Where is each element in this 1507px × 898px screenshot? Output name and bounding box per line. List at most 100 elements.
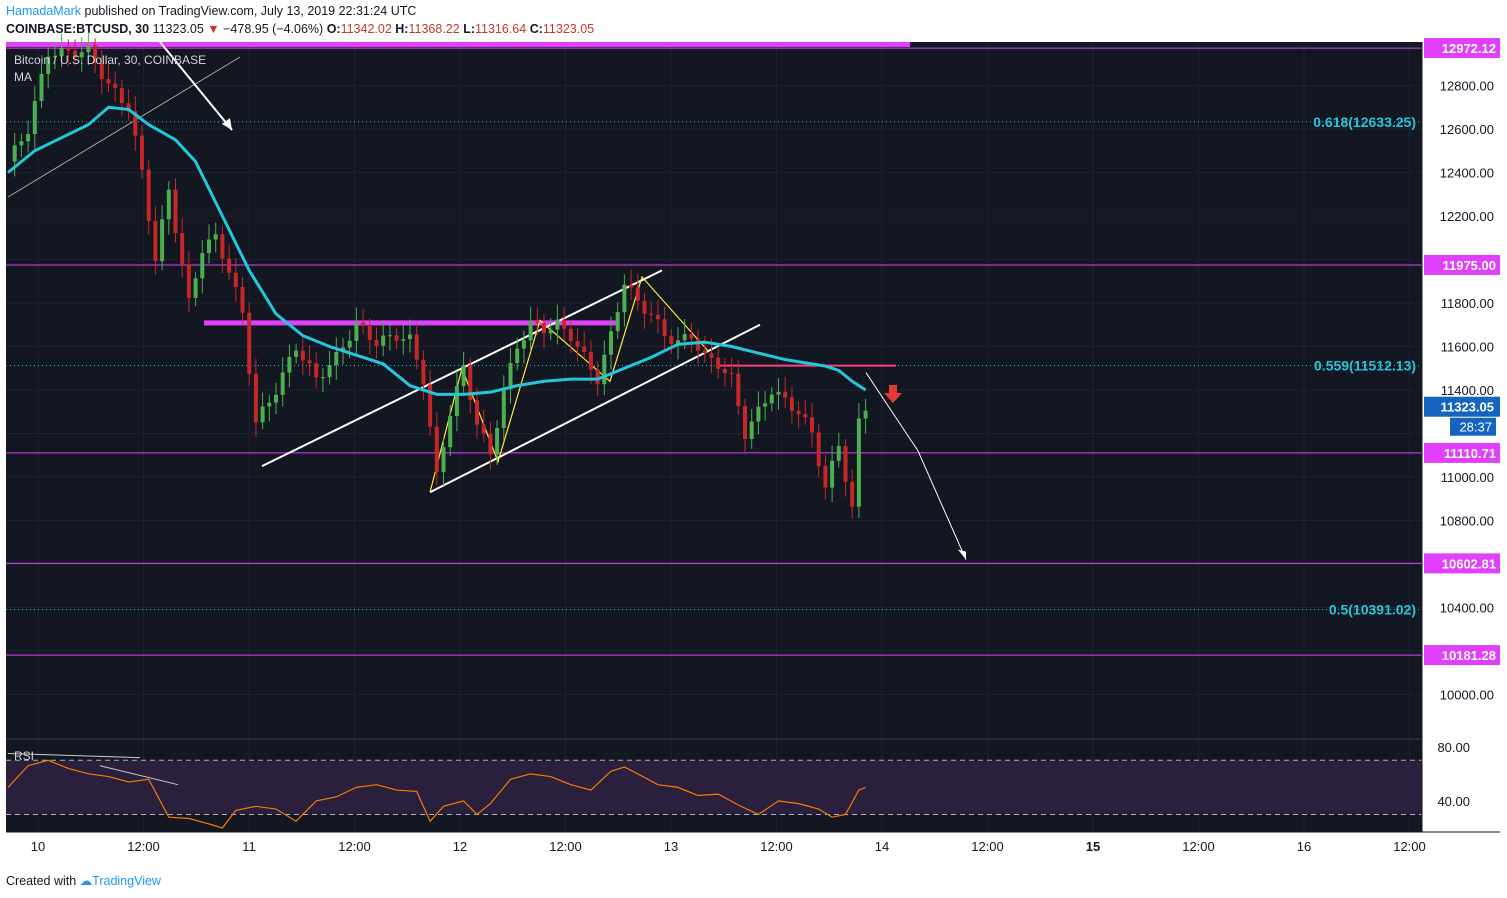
open-value: 11342.02 [340,22,392,36]
candle-body [475,400,479,425]
candle-body [810,417,814,433]
low-label: L: [463,22,475,36]
legend-title: Bitcoin / U.S. Dollar, 30, COINBASE [14,53,206,67]
x-tick-label: 12 [453,839,467,854]
x-tick-label: 13 [664,839,678,854]
candle-body [515,348,520,364]
candle-body [629,284,634,288]
created-with: Created with [6,874,77,888]
high-label: H: [395,22,409,36]
candle-body [655,314,660,320]
tradingview-link[interactable]: TradingView [92,874,161,888]
candle-body [575,341,580,347]
candle-body [615,312,620,332]
y-tick-label: 10800.00 [1440,514,1494,529]
countdown-label: 28:37 [1459,420,1492,435]
candle-body [233,272,238,287]
last-price-label: 11323.05 [1440,400,1494,415]
candle-body [856,418,861,507]
candle-body [300,350,305,361]
x-tick-label: 11 [242,839,256,854]
candle-body [140,135,144,170]
x-tick-label: 12:00 [971,839,1004,854]
candle-body [789,397,794,411]
candle-body [66,48,71,51]
legend-ma: MA [14,70,32,84]
candle-body [133,111,138,136]
rsi-trend-1 [7,753,141,759]
projection-arrow-head [958,549,966,560]
price-axis[interactable]: 10000.00 10400.00 10800.00 11000.00 11400.00… [1421,38,1500,860]
y-tick-label: 11400.00 [1441,383,1494,398]
author-link[interactable]: HamadaMark [6,4,82,18]
candle-body [709,353,714,358]
candle-body [307,360,312,364]
level-tag [1424,38,1500,59]
rsi-tick-label: 40.00 [1437,794,1470,809]
candle-body [32,100,37,135]
y-tick-label: 11000.00 [1441,470,1494,485]
candle-body [280,372,285,395]
level-tag-label: 12972.12 [1442,41,1496,56]
candle-body [274,394,278,403]
arrow-head-top [222,118,232,130]
candle-body [408,334,412,340]
time-axis[interactable]: 10 12:00 11 12:00 12 12:00 13 12:00 14 12:00 15 12:… [6,831,1500,860]
level-tag-label: 11975.00 [1442,258,1496,273]
candle-body [39,73,44,101]
close-value: 11323.05 [542,22,595,36]
candle-body [153,220,158,262]
candle-body [361,322,366,326]
candle-body [649,313,654,315]
header-change: −478.95 (−4.06%) [223,22,324,36]
projection-arrow-2 [917,450,967,560]
publish-header: HamadaMark published on TradingView.com,… [6,4,416,18]
candle-body [488,433,493,455]
candle-body [173,189,178,234]
y-tick-label: 12400.00 [1440,166,1494,181]
trend-line-top [7,56,241,198]
candle-body [119,87,124,104]
candle-body [401,339,406,341]
rsi-trend-2 [99,765,179,786]
candle-body [756,406,761,422]
header-price: 11323.05 [152,22,204,36]
candle-body [207,239,211,254]
x-tick-label: 12:00 [549,839,582,854]
x-tick-label: 12:00 [1182,839,1215,854]
candle-body [113,83,118,88]
close-label: C: [529,22,543,36]
candle-body [414,334,419,360]
candle-body [743,406,747,439]
candle-body [374,339,379,346]
candle-body [287,356,292,373]
candle-body [843,446,848,482]
candle-body [776,391,781,395]
candle-body [247,312,252,374]
fib-label: 0.618(12633.25) [1313,114,1416,130]
candle-body [354,322,359,341]
level-tag-label: 10602.81 [1442,556,1496,571]
candle-body [729,373,734,375]
fib-label: 0.559(11512.13) [1314,358,1416,374]
candle-body [662,319,667,337]
candle-body [253,373,258,423]
candle-body [682,334,687,341]
high-value: 11368.22 [408,22,460,36]
candle-body [635,287,640,301]
ma-line [7,105,867,396]
y-tick-label: 12800.00 [1440,79,1494,94]
candle-body [186,264,191,298]
candle-body [320,377,325,379]
candle-body [227,258,232,273]
fib-label: 0.5(10391.02) [1329,601,1416,617]
candle-body [535,321,540,324]
candle-body [200,253,205,279]
levels: 0.618(12633.25) 0.559(11512.13) 0.5(10391.… [6,42,1422,656]
rsi-band [6,760,1422,815]
chart-legend: Bitcoin / U.S. Dollar, 30, COINBASE MA R… [14,53,206,763]
y-tick-label: 11800.00 [1441,296,1494,311]
candle-body [394,335,399,341]
candle-body [387,335,392,337]
